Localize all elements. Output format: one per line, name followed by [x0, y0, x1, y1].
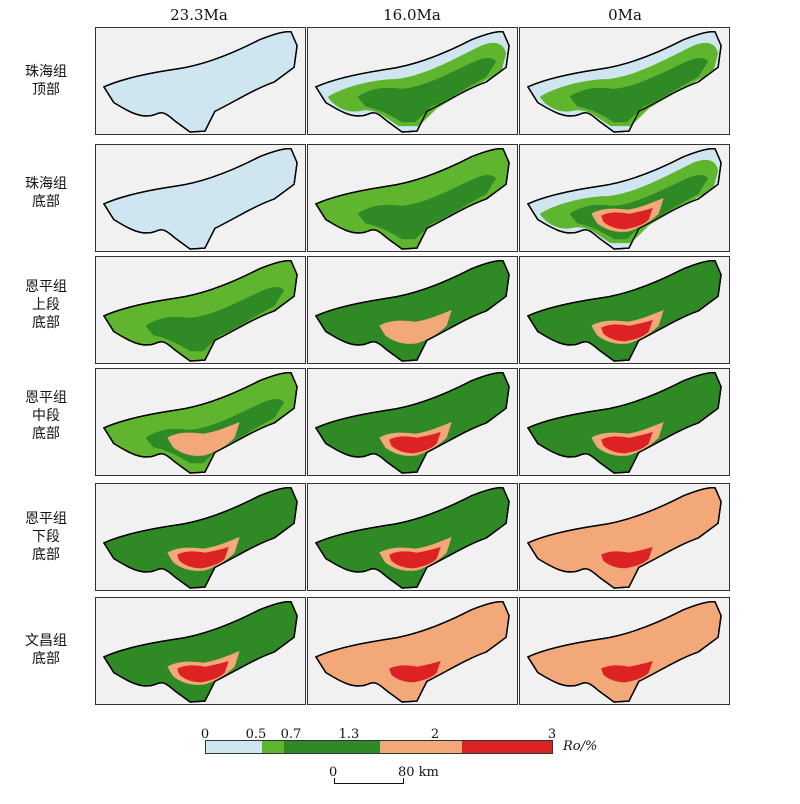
maturity-zone	[379, 310, 452, 344]
basin-boundary	[314, 372, 510, 474]
basin-outline	[102, 487, 298, 589]
basin-boundary	[102, 260, 298, 362]
maturity-zone	[167, 422, 240, 456]
basin-map-panel	[307, 144, 518, 252]
basin-boundary	[314, 260, 510, 362]
row-header-3: 恩平组 上段 底部	[25, 279, 67, 331]
basin-map-panel	[519, 597, 730, 705]
basin-map-panel	[95, 144, 306, 252]
row-header-5: 恩平组 下段 底部	[25, 511, 67, 563]
maturity-zone	[177, 660, 229, 683]
basin-outline	[314, 601, 510, 703]
legend-tick-0.5: 0.5	[245, 727, 267, 742]
basin-map-panel	[519, 144, 730, 252]
legend-tick-0.7: 0.7	[280, 727, 302, 742]
maturity-zone	[389, 431, 441, 454]
legend-tick-0: 0	[200, 727, 210, 742]
basin-boundary	[526, 148, 722, 250]
maturity-zone	[145, 286, 285, 352]
legend-swatch-low-mature	[262, 741, 284, 753]
basin-outline	[526, 372, 722, 474]
basin-map-panel	[307, 27, 518, 135]
legend-swatch-high-mature	[380, 741, 462, 753]
legend-tick-3: 3	[547, 727, 557, 742]
basin-boundary	[314, 31, 510, 133]
maturity-zone	[357, 57, 497, 123]
basin-map-panel	[519, 256, 730, 364]
basin-map-panel	[519, 483, 730, 591]
column-header-23.3ma: 23.3Ma	[170, 6, 228, 24]
legend-swatch-over-mature	[462, 741, 552, 753]
column-header-0ma: 0Ma	[608, 6, 642, 24]
basin-outline	[314, 487, 510, 589]
basin-boundary	[526, 372, 722, 474]
row-header-6: 文昌组 底部	[25, 633, 67, 667]
basin-map-panel	[95, 368, 306, 476]
basin-boundary	[102, 31, 298, 133]
legend-swatch-immature	[206, 741, 262, 753]
basin-outline	[314, 260, 510, 362]
scale-bar-start-label: 0	[329, 765, 338, 780]
basin-boundary	[314, 487, 510, 589]
maturity-zone	[569, 57, 709, 123]
maturity-zone	[601, 207, 653, 230]
legend-tick-2: 2	[430, 727, 440, 742]
maturity-zone	[601, 319, 653, 342]
maturity-zone	[601, 546, 653, 569]
basin-map-panel	[307, 483, 518, 591]
scale-bar-tick-end	[403, 778, 404, 783]
basin-boundary	[102, 487, 298, 589]
row-header-4: 恩平组 中段 底部	[25, 390, 67, 442]
basin-boundary	[526, 601, 722, 703]
basin-boundary	[526, 260, 722, 362]
basin-outline	[102, 601, 298, 703]
column-header-16.0ma: 16.0Ma	[383, 6, 441, 24]
row-header-1: 珠海组 顶部	[25, 64, 67, 98]
basin-boundary	[102, 372, 298, 474]
basin-map-panel	[519, 27, 730, 135]
maturity-zone	[389, 546, 441, 569]
basin-boundary	[314, 601, 510, 703]
basin-boundary	[102, 148, 298, 250]
basin-boundary	[526, 31, 722, 133]
legend-tick-1.3: 1.3	[338, 727, 360, 742]
maturity-zone	[177, 546, 229, 569]
maturity-zone	[357, 174, 497, 240]
basin-boundary	[526, 487, 722, 589]
basin-map-panel	[307, 256, 518, 364]
scale-bar-line	[334, 783, 404, 784]
maturity-zone	[601, 660, 653, 683]
basin-boundary	[314, 148, 510, 250]
legend-unit-label: Ro/%	[563, 739, 598, 754]
basin-outline	[526, 487, 722, 589]
row-header-2: 珠海组 底部	[25, 176, 67, 210]
basin-outline	[102, 31, 298, 133]
basin-outline	[526, 601, 722, 703]
basin-outline	[314, 372, 510, 474]
basin-outline	[526, 260, 722, 362]
basin-outline	[102, 148, 298, 250]
scale-bar-tick-start	[334, 778, 335, 783]
basin-map-panel	[307, 597, 518, 705]
basin-map-panel	[95, 597, 306, 705]
maturity-zone	[389, 660, 441, 683]
maturity-zone	[601, 431, 653, 454]
basin-map-panel	[519, 368, 730, 476]
basin-map-panel	[307, 368, 518, 476]
scale-bar-end-label: 80 km	[398, 765, 439, 780]
basin-map-panel	[95, 483, 306, 591]
basin-boundary	[102, 601, 298, 703]
basin-map-panel	[95, 256, 306, 364]
maturity-legend-bar	[205, 740, 553, 754]
basin-map-panel	[95, 27, 306, 135]
legend-swatch-mature	[284, 741, 380, 753]
